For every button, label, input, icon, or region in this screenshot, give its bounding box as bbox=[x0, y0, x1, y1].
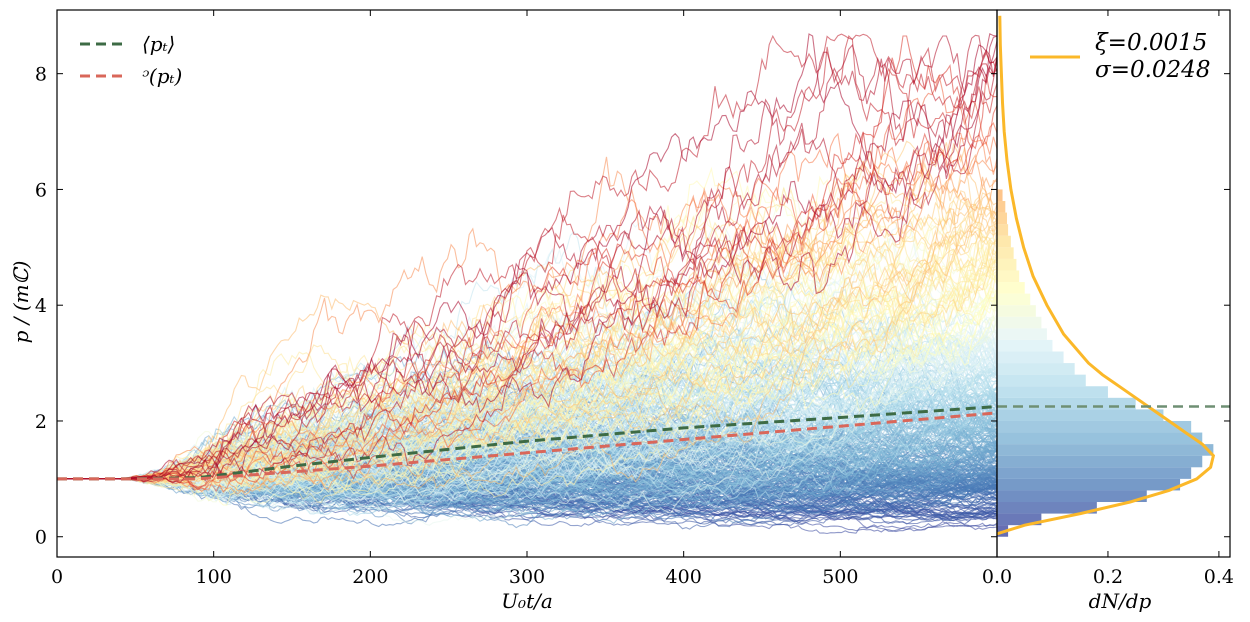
x-tick-label: 100 bbox=[196, 566, 232, 588]
trajectory-line bbox=[57, 33, 997, 480]
trajectory-line bbox=[57, 132, 997, 493]
histogram-bar bbox=[997, 212, 1007, 225]
histogram-bar bbox=[997, 293, 1031, 306]
y-tick-label: 0 bbox=[35, 527, 47, 549]
histogram-bar bbox=[997, 351, 1064, 364]
histogram-bar bbox=[997, 316, 1042, 329]
expectation-line bbox=[57, 411, 997, 481]
trajectory-line bbox=[57, 57, 997, 481]
trajectory-line bbox=[57, 105, 997, 488]
histogram-bar bbox=[997, 386, 1108, 398]
main-legend: ⟨pₜ⟩ ᵓ(pₜ) bbox=[80, 32, 182, 88]
histogram-bar bbox=[997, 490, 1147, 503]
trajectory-lines bbox=[57, 32, 997, 535]
histogram-bar bbox=[997, 282, 1025, 294]
fit-legend: ξ=0.0015 σ=0.0248 bbox=[1030, 30, 1210, 83]
y-tick-label: 2 bbox=[35, 411, 47, 433]
histogram-bars bbox=[997, 189, 1214, 537]
side-x-tick-label: 0.4 bbox=[1204, 566, 1234, 588]
trajectory-line bbox=[57, 228, 997, 480]
fit-curve bbox=[997, 15, 1216, 536]
histogram-bar bbox=[997, 258, 1017, 271]
trajectory-line bbox=[57, 32, 997, 482]
trajectory-line bbox=[57, 142, 997, 489]
histogram-bar bbox=[997, 513, 1042, 526]
histogram-bar bbox=[997, 409, 1164, 421]
y-tick-label: 8 bbox=[35, 64, 47, 86]
side-x-tick-label: 0.2 bbox=[1093, 566, 1123, 588]
x-axis-label: U₀t/a bbox=[501, 589, 553, 613]
histogram-bar bbox=[997, 455, 1203, 468]
y-tick-label: 6 bbox=[35, 179, 47, 201]
histogram-bar bbox=[997, 305, 1036, 317]
histogram-bar bbox=[997, 444, 1214, 456]
trajectory-line bbox=[57, 33, 997, 483]
histogram-bar bbox=[997, 397, 1136, 410]
histogram-bar bbox=[997, 224, 1009, 236]
histogram-bar bbox=[997, 235, 1011, 248]
side-axes-frame bbox=[996, 9, 1231, 558]
histogram-bar bbox=[997, 432, 1203, 445]
trajectory-line bbox=[57, 207, 997, 483]
x-tick-label: 400 bbox=[666, 566, 702, 588]
trajectory-line bbox=[57, 73, 997, 493]
main-ticks: 0 100 200 300 400 500 0 2 4 6 8 bbox=[35, 10, 997, 588]
y-axis-label: p / (mℂ) bbox=[9, 261, 33, 344]
trajectory-line bbox=[57, 187, 997, 483]
trajectory-line bbox=[57, 34, 997, 480]
side-x-tick-label: 0.0 bbox=[982, 566, 1012, 588]
fit-label-sigma: σ=0.0248 bbox=[1095, 57, 1210, 83]
trajectory-line bbox=[57, 198, 997, 486]
histogram-bar bbox=[997, 328, 1047, 340]
histogram-bar bbox=[997, 339, 1053, 352]
histogram-bar bbox=[997, 374, 1086, 387]
trajectory-line bbox=[57, 196, 997, 490]
trajectory-line bbox=[57, 153, 997, 480]
fit-label-xi: ξ=0.0015 bbox=[1095, 30, 1207, 56]
distribution-plot: 0.0 0.2 0.4 dN/dp ξ=0.0015 σ=0.0248 bbox=[982, 9, 1234, 613]
histogram-bar bbox=[997, 363, 1075, 375]
histogram-bar bbox=[997, 201, 1006, 213]
histogram-bar bbox=[997, 189, 1003, 202]
x-tick-label: 300 bbox=[509, 566, 545, 588]
side-x-axis-label: dN/dp bbox=[1089, 589, 1152, 613]
histogram-bar bbox=[997, 247, 1014, 259]
histogram-bar bbox=[997, 420, 1192, 433]
mean-lines bbox=[57, 405, 997, 481]
legend-label-mean: ⟨pₜ⟩ bbox=[142, 32, 175, 56]
trajectory-line bbox=[57, 160, 997, 506]
histogram-bar bbox=[997, 467, 1192, 479]
fit-curve-layer bbox=[997, 15, 1230, 536]
x-tick-label: 200 bbox=[352, 566, 388, 588]
side-ticks: 0.0 0.2 0.4 bbox=[982, 10, 1234, 588]
histogram-bar bbox=[997, 478, 1181, 491]
legend-label-expectation: ᵓ(pₜ) bbox=[142, 64, 182, 88]
x-tick-label: 0 bbox=[51, 566, 63, 588]
trajectory-line bbox=[57, 35, 997, 484]
histogram-bar bbox=[997, 502, 1097, 514]
trajectory-line bbox=[57, 35, 997, 480]
x-tick-label: 500 bbox=[822, 566, 858, 588]
histogram-bar bbox=[997, 270, 1020, 283]
trajectory-plot: 0 100 200 300 400 500 0 2 4 6 8 U₀t/a p / (mℂ) ⟨pₜ… bbox=[9, 9, 998, 613]
y-tick-label: 4 bbox=[35, 295, 47, 317]
